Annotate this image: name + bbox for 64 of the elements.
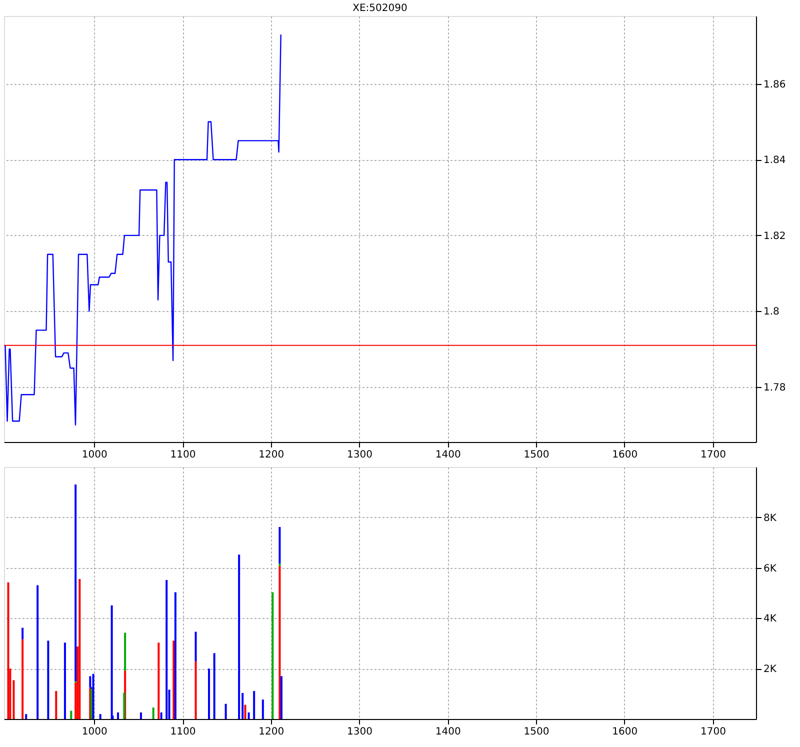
x-tick-label: 1500 bbox=[524, 726, 550, 738]
y-tick-label: 1.78 bbox=[764, 382, 786, 394]
bar bbox=[70, 710, 72, 719]
x-tick-label: 1300 bbox=[347, 726, 372, 738]
x-tick-label: 1700 bbox=[700, 726, 726, 738]
x-tick-label: 1600 bbox=[612, 726, 638, 738]
y-tick-label: 1.84 bbox=[764, 155, 786, 166]
y-tick-label: 8K bbox=[764, 512, 777, 524]
x-tick-label: 1100 bbox=[170, 726, 196, 738]
y-tick-label: 4K bbox=[764, 614, 777, 625]
bar bbox=[253, 691, 256, 719]
x-tick-label: 1400 bbox=[435, 726, 461, 738]
bar bbox=[116, 712, 119, 719]
bar bbox=[174, 592, 176, 719]
y-tick-label: 1.82 bbox=[764, 230, 786, 242]
bar bbox=[110, 605, 113, 719]
x-tick-label: 1200 bbox=[258, 726, 284, 738]
bar bbox=[194, 632, 197, 662]
bar bbox=[92, 674, 94, 719]
bar bbox=[208, 668, 210, 719]
x-tick-label: 1100 bbox=[170, 450, 196, 460]
x-tick-label: 1400 bbox=[435, 450, 461, 460]
bar bbox=[25, 714, 28, 719]
bar bbox=[47, 640, 50, 719]
x-tick-label: 1200 bbox=[258, 450, 284, 460]
bar bbox=[278, 526, 281, 564]
x-tick-label: 1600 bbox=[612, 450, 638, 460]
x-tick-label: 1500 bbox=[524, 450, 550, 460]
bar bbox=[194, 661, 197, 719]
bar bbox=[140, 712, 142, 719]
x-tick-label: 1000 bbox=[82, 726, 108, 738]
bar bbox=[152, 707, 154, 719]
line-series bbox=[4, 34, 282, 426]
bar bbox=[22, 639, 24, 719]
bar bbox=[55, 691, 58, 719]
bar bbox=[123, 692, 126, 719]
bar bbox=[160, 712, 162, 719]
chart-title: XE:502090 bbox=[352, 3, 408, 14]
bar bbox=[244, 704, 246, 719]
y-tick-label: 1.86 bbox=[764, 79, 786, 90]
bar bbox=[99, 714, 102, 719]
y-tick-label: 2K bbox=[764, 664, 777, 676]
bar bbox=[224, 704, 227, 719]
x-tick-label: 1700 bbox=[700, 450, 726, 460]
bar bbox=[22, 628, 24, 640]
bar bbox=[158, 642, 160, 719]
bar bbox=[172, 640, 175, 719]
bar bbox=[262, 700, 264, 719]
y-tick-label: 6K bbox=[764, 563, 777, 574]
bar bbox=[7, 582, 10, 719]
x-tick-label: 1000 bbox=[82, 450, 108, 460]
bar bbox=[74, 484, 77, 682]
bar bbox=[238, 554, 240, 719]
y-tick-label: 1.8 bbox=[764, 306, 780, 318]
bar bbox=[213, 653, 216, 719]
bar bbox=[278, 566, 281, 719]
x-tick-label: 1300 bbox=[347, 450, 372, 460]
bar bbox=[36, 585, 39, 719]
bar bbox=[248, 712, 250, 719]
bar bbox=[78, 579, 81, 719]
bar bbox=[272, 592, 274, 719]
bar bbox=[124, 632, 126, 671]
bar bbox=[280, 676, 282, 719]
bar bbox=[166, 580, 168, 719]
